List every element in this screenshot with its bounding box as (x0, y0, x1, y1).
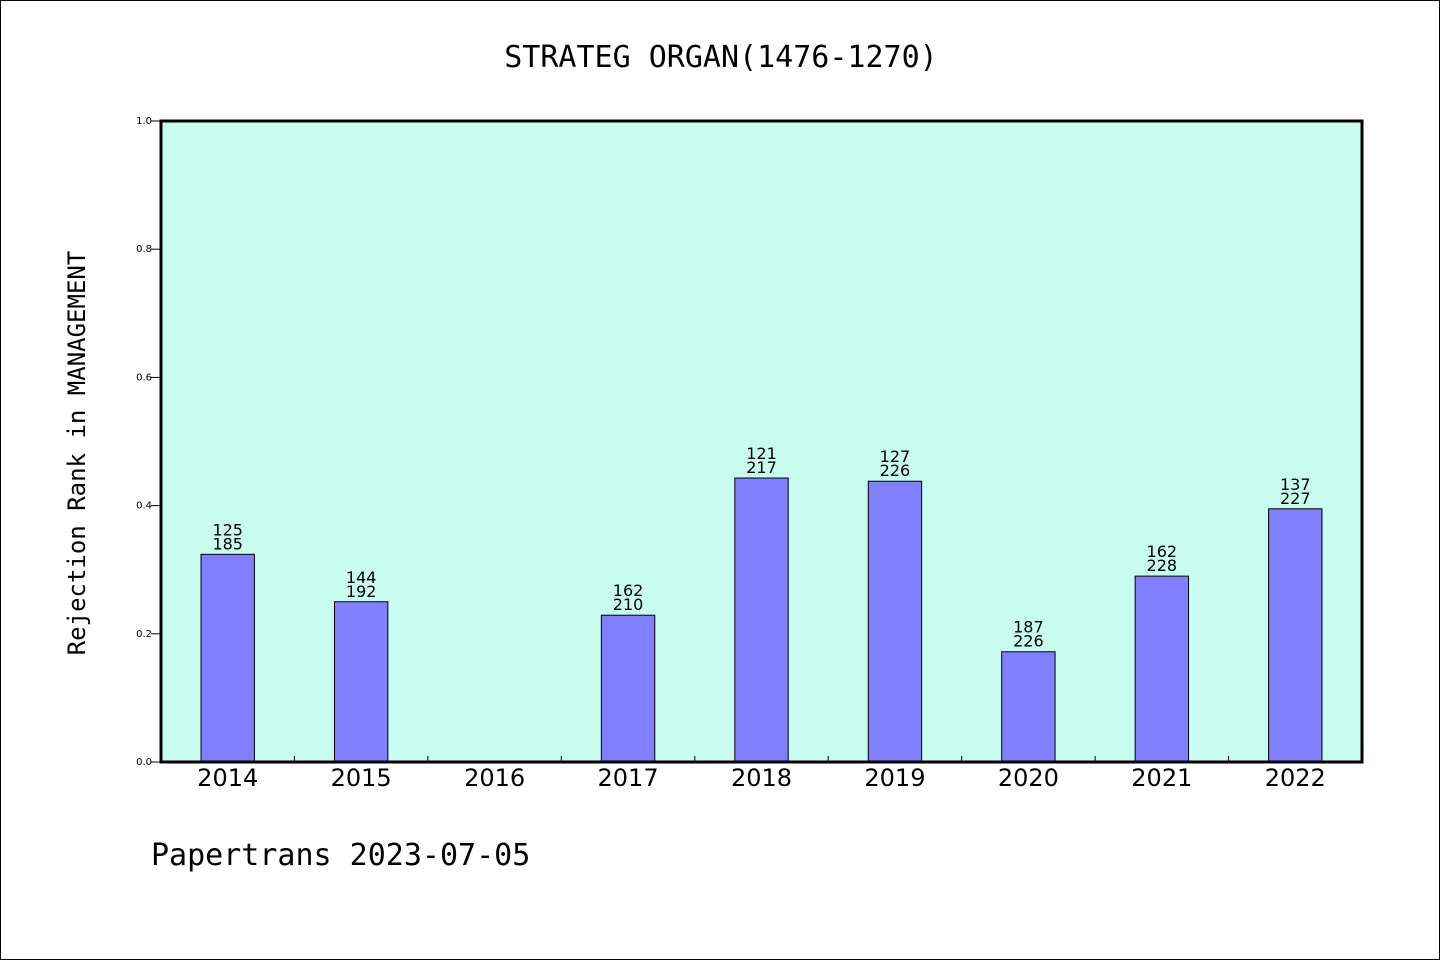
x-tick-label-2015: 2015 (331, 764, 392, 792)
y-tick-label: 1.0 (136, 116, 152, 127)
data-label-top-2021: 162 (1147, 542, 1178, 561)
y-tick-label: 0.2 (136, 629, 152, 640)
bar-2020 (1001, 651, 1056, 763)
bar-2022 (1268, 508, 1323, 763)
data-label-top-2014: 125 (212, 520, 243, 539)
data-label-top-2015: 144 (346, 568, 377, 587)
y-axis-label: Rejection Rank in MANAGEMENT (63, 251, 91, 656)
y-ticks-group: 0.0 0.2 0.4 0.6 0.8 1.0 (136, 116, 161, 768)
footer-text: Papertrans 2023-07-05 (151, 838, 530, 873)
x-tick-label-2019: 2019 (864, 764, 925, 792)
y-tick-label: 0.0 (136, 757, 152, 768)
bar-2014 (200, 553, 255, 763)
y-tick-label: 0.8 (136, 244, 152, 255)
x-tick-label-2017: 2017 (598, 764, 659, 792)
data-label-bottom-2021: 228 (1147, 556, 1178, 575)
x-ticks-group: 2014 2015 2016 2017 2018 2019 2020 2021 2022 (197, 756, 1326, 792)
bar-2015 (333, 601, 389, 763)
data-label-bottom-2017: 210 (613, 595, 644, 614)
data-label-top-2019: 127 (880, 447, 911, 466)
data-label-top-2018: 121 (746, 444, 777, 463)
data-label-bottom-2018: 217 (746, 458, 777, 477)
x-tick-label-2020: 2020 (998, 764, 1059, 792)
data-label-top-2022: 137 (1280, 475, 1311, 494)
bar-2017 (600, 614, 656, 763)
y-tick-label: 0.6 (136, 372, 152, 383)
data-label-bottom-2015: 192 (346, 582, 377, 601)
chart-title: STRATEG ORGAN(1476-1270) (504, 40, 937, 75)
data-label-top-2020: 187 (1013, 618, 1044, 637)
plot-border (159, 119, 1364, 764)
x-tick-label-2021: 2021 (1131, 764, 1192, 792)
data-label-bottom-2019: 226 (880, 461, 911, 480)
data-label-bottom-2020: 226 (1013, 632, 1044, 651)
bar-2019 (867, 480, 923, 763)
bars-group (200, 477, 1323, 763)
x-tick-label-2014: 2014 (197, 764, 258, 792)
data-label-top-2017: 162 (613, 581, 644, 600)
x-tick-label-2016: 2016 (464, 764, 525, 792)
data-label-bottom-2014: 185 (212, 534, 243, 553)
x-tick-label-2018: 2018 (731, 764, 792, 792)
y-tick-label: 0.4 (136, 501, 152, 512)
x-tick-label-2022: 2022 (1265, 764, 1326, 792)
bar-2018 (734, 477, 789, 763)
bar-2021 (1134, 575, 1190, 763)
data-label-bottom-2022: 227 (1280, 489, 1311, 508)
